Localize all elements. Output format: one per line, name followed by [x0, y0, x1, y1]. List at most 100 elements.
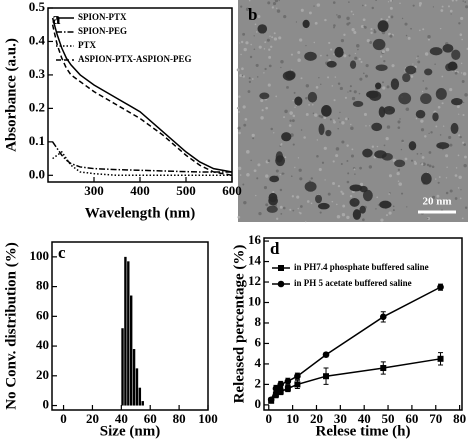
noise	[236, 107, 240, 110]
noise	[286, 85, 289, 89]
noise	[416, 153, 419, 155]
noise	[318, 114, 321, 118]
noise	[386, 85, 390, 89]
noise	[281, 172, 284, 175]
noise	[271, 36, 274, 39]
noise	[341, 192, 345, 195]
noise	[349, 89, 352, 93]
noise	[462, 141, 465, 144]
particle	[304, 181, 317, 192]
noise	[377, 204, 380, 206]
noise	[369, 125, 371, 127]
noise	[432, 6, 435, 8]
particle	[307, 91, 318, 103]
noise	[461, 217, 464, 220]
noise	[243, 47, 247, 52]
x-tick-label: 60	[405, 411, 418, 426]
noise	[435, 178, 437, 180]
noise	[460, 16, 464, 21]
particle	[285, 70, 296, 80]
noise	[397, 168, 401, 171]
noise	[354, 173, 356, 175]
noise	[341, 121, 345, 125]
noise	[389, 6, 393, 10]
noise	[261, 109, 264, 112]
noise	[265, 174, 269, 178]
noise	[334, 76, 337, 78]
particle	[372, 38, 386, 51]
noise	[323, 146, 327, 150]
noise	[253, 48, 256, 51]
noise	[320, 115, 324, 119]
particle	[371, 122, 383, 132]
noise	[349, 195, 353, 198]
marker	[284, 378, 292, 385]
noise	[314, 113, 318, 117]
noise	[346, 180, 350, 184]
noise	[427, 217, 431, 221]
noise	[343, 54, 347, 58]
noise	[458, 175, 462, 180]
noise	[290, 69, 293, 71]
noise	[268, 55, 272, 59]
noise	[437, 181, 440, 184]
marker	[437, 283, 444, 291]
particle	[321, 105, 332, 117]
noise	[268, 64, 272, 68]
noise	[332, 119, 335, 122]
particle	[442, 44, 454, 53]
noise	[267, 83, 271, 87]
bar	[121, 328, 124, 406]
noise	[376, 145, 379, 148]
noise	[451, 0, 454, 2]
noise	[442, 125, 445, 127]
noise	[242, 105, 246, 109]
noise	[421, 163, 424, 166]
noise	[358, 57, 361, 61]
noise	[450, 13, 452, 15]
y-axis-label: Released percentage (%)	[231, 245, 247, 404]
panel-label: c	[58, 243, 66, 262]
noise	[363, 72, 365, 75]
noise	[432, 195, 436, 199]
x-tick-label: 30	[334, 411, 347, 426]
noise	[296, 195, 300, 199]
noise	[347, 172, 350, 175]
noise	[463, 143, 466, 146]
legend-label: SPION-PTX	[78, 12, 127, 22]
noise	[272, 191, 275, 194]
noise	[294, 106, 296, 108]
x-axis-label: Size (nm)	[100, 423, 160, 439]
noise	[359, 182, 364, 187]
noise	[454, 174, 458, 177]
panel-label: d	[270, 239, 280, 258]
particle	[450, 122, 459, 134]
noise	[434, 63, 436, 66]
noise	[388, 174, 392, 178]
noise	[257, 14, 261, 19]
y-tick-label: 0	[43, 397, 50, 412]
y-tick-label: 12	[248, 273, 261, 288]
noise	[364, 74, 368, 78]
noise	[267, 159, 271, 163]
noise	[435, 125, 438, 128]
noise	[348, 1, 350, 3]
noise	[305, 44, 307, 47]
noise	[353, 30, 357, 34]
noise	[346, 215, 350, 220]
noise	[348, 54, 351, 57]
y-tick-label: 0.4	[29, 32, 46, 47]
y-tick-label: 0.1	[29, 133, 45, 148]
marker	[380, 365, 387, 372]
particle	[268, 192, 278, 203]
noise	[238, 131, 241, 135]
noise	[238, 110, 241, 113]
noise	[276, 9, 281, 13]
noise	[460, 189, 462, 191]
noise	[462, 0, 464, 2]
noise	[305, 84, 310, 88]
y-tick-label: 14	[248, 253, 262, 268]
noise	[251, 133, 255, 138]
noise	[272, 2, 277, 6]
noise	[239, 174, 242, 176]
